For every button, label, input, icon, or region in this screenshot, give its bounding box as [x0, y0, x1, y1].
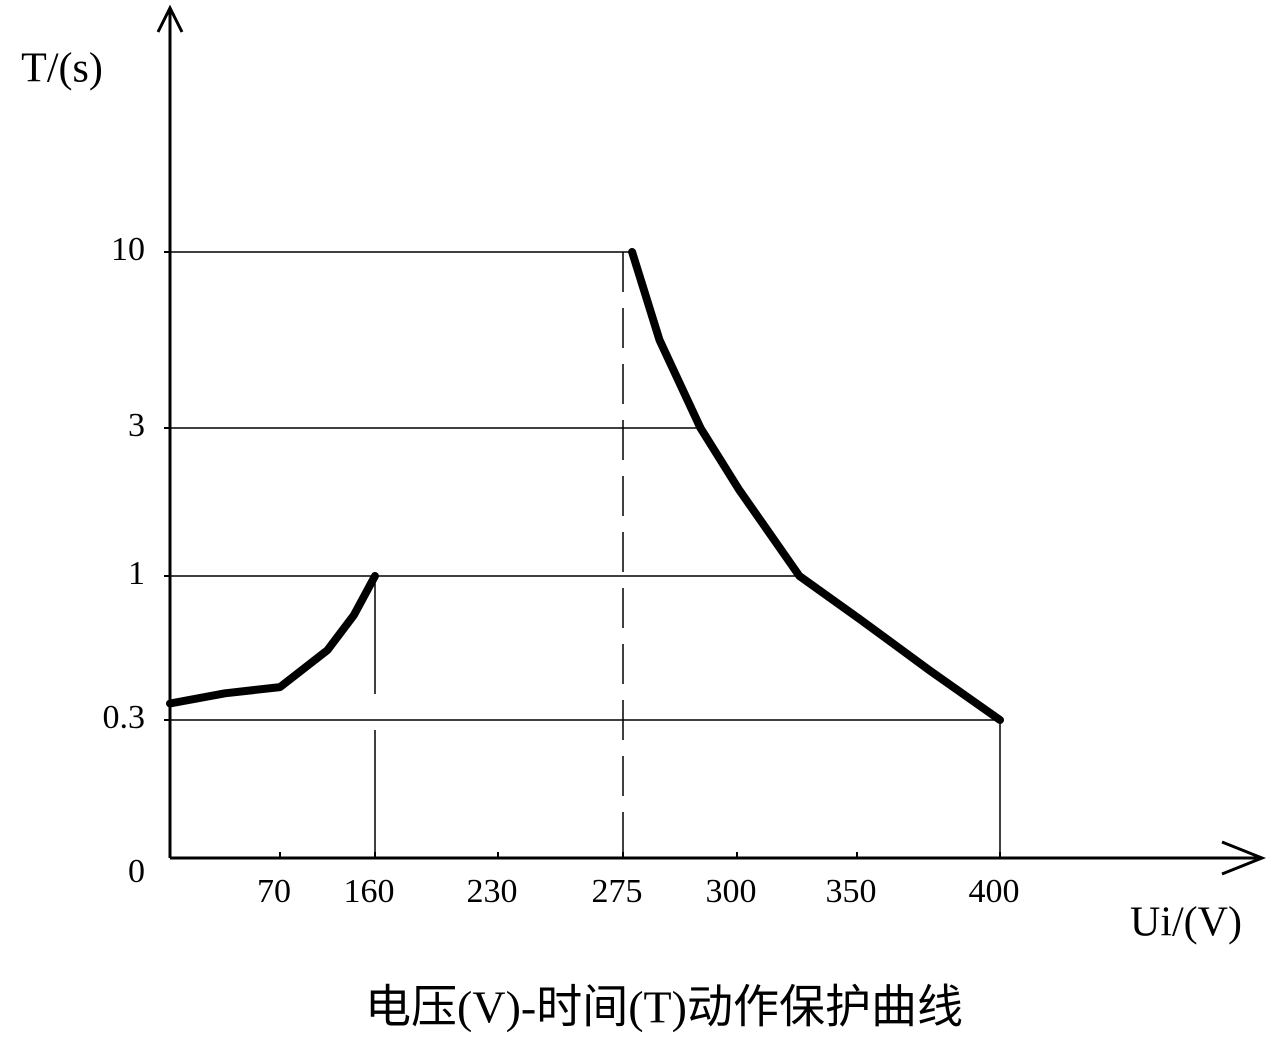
x-tick-label: 160 [344, 873, 395, 910]
curve [628, 248, 1004, 724]
axis [156, 4, 184, 858]
x-tick-label: 350 [826, 873, 877, 910]
x-tick-label: 70 [257, 873, 291, 910]
y-tick-label: 3 [128, 407, 145, 444]
chart-title: 电压(V)-时间(T)动作保护曲线 [365, 982, 963, 1033]
x-tick-label: 400 [969, 873, 1020, 910]
x-tick-label: 275 [592, 873, 643, 910]
x-axis-label: Ui/(V) [1130, 900, 1242, 946]
y-tick-label: 10 [111, 231, 145, 268]
x-tick-label: 230 [467, 873, 518, 910]
x-tick-label: 300 [706, 873, 757, 910]
y-tick-label: 1 [128, 555, 145, 592]
y-tick-label: 0.3 [103, 699, 146, 736]
axis [170, 840, 1267, 876]
y-tick-label: 0 [128, 853, 145, 890]
y-axis-label: T/(s) [21, 46, 103, 92]
curve [166, 572, 379, 708]
